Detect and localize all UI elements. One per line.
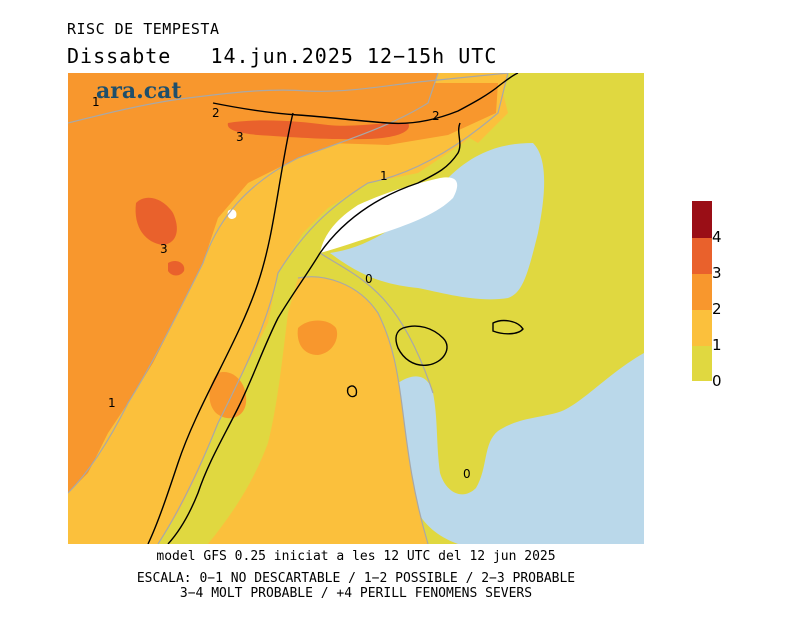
model-info: model GFS 0.25 iniciat a les 12 UTC del … — [156, 549, 556, 564]
scale-line-1: ESCALA: 0−1 NO DESCARTABLE / 1−2 POSSIBL… — [136, 571, 576, 586]
contour-label: 0 — [365, 272, 373, 286]
date-label: 14.jun.2025 — [210, 44, 354, 68]
day-label: Dissabte — [67, 44, 172, 68]
legend-swatch-2 — [692, 273, 712, 310]
level2-area — [68, 73, 438, 493]
contour-label: 2 — [432, 109, 440, 123]
sea-area-east — [568, 363, 644, 544]
coastline-borders — [147, 73, 524, 544]
contour-label: 0 — [463, 467, 471, 481]
contour-label: 1 — [380, 169, 388, 183]
map-subtitle: Dissabte 14.jun.2025 12−15h UTC — [67, 44, 497, 68]
map-title: RISC DE TEMPESTA — [67, 20, 220, 38]
risk-legend — [692, 201, 712, 381]
contour-lines — [68, 73, 509, 544]
contour-label: 1 — [108, 396, 116, 410]
level3-patch — [168, 260, 185, 276]
legend-swatch-4 — [692, 201, 712, 238]
no-data-area — [320, 177, 458, 253]
level1-area-south — [208, 276, 428, 544]
level2-island — [297, 320, 338, 355]
contour-label: 1 — [92, 95, 100, 109]
legend-labels: 4 3 2 1 0 — [712, 200, 752, 390]
legend-label-3: 3 — [712, 264, 722, 282]
legend-swatch-1 — [692, 309, 712, 346]
level3-area-west — [135, 197, 177, 245]
hours-label: 12−15h UTC — [366, 44, 498, 68]
legend-label-1: 1 — [712, 336, 722, 354]
legend-label-4: 4 — [712, 228, 722, 246]
legend-label-2: 2 — [712, 300, 722, 318]
scale-line-2: 3−4 MOLT PROBABLE / +4 PERILL FENOMENS S… — [179, 586, 533, 601]
contour-label-group: 1 2 3 2 1 3 0 1 0 — [92, 95, 471, 481]
contour-label: 3 — [160, 242, 168, 256]
contour-label: 3 — [236, 130, 244, 144]
scale-description: ESCALA: 0−1 NO DESCARTABLE / 1−2 POSSIBL… — [0, 571, 712, 601]
legend-swatch-0 — [692, 345, 712, 381]
legend-swatch-3 — [692, 237, 712, 274]
legend-label-0: 0 — [712, 372, 722, 390]
storm-risk-map: ara.cat 1 2 3 2 1 3 0 1 0 — [68, 73, 644, 544]
ara-cat-logo: ara.cat — [96, 78, 182, 104]
sea-area-north — [330, 143, 545, 300]
contour-label: 2 — [212, 106, 220, 120]
